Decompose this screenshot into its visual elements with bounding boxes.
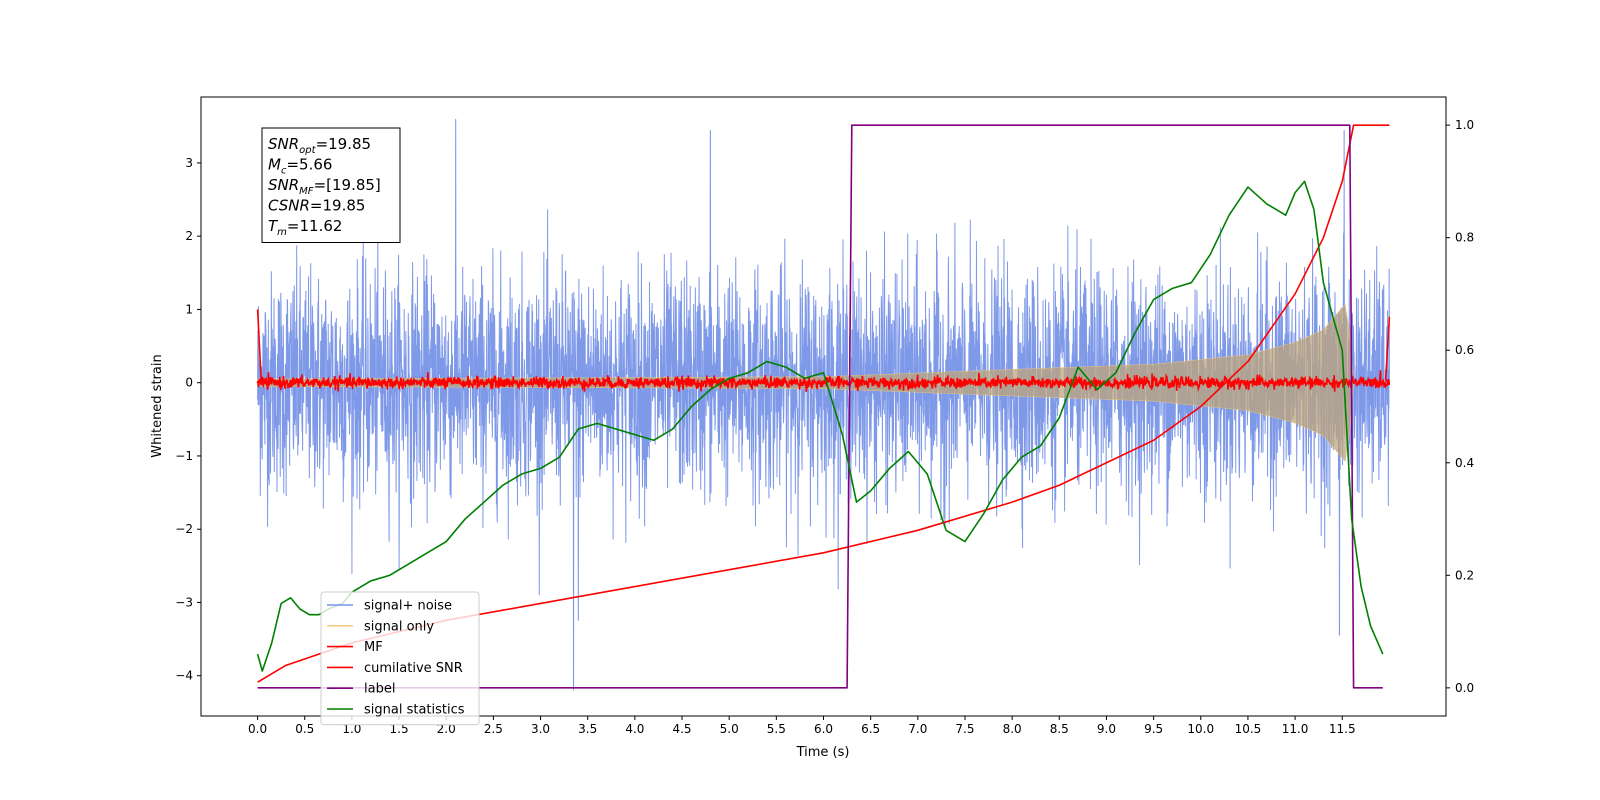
x-tick-label: 1.0 <box>342 722 361 736</box>
y-tick-label: −4 <box>175 669 193 683</box>
x-tick-label: 11.0 <box>1282 722 1309 736</box>
annotation-line: CSNR=19.85 <box>268 197 365 215</box>
x-tick-label: 5.0 <box>720 722 739 736</box>
legend-entry: MF <box>327 640 383 655</box>
legend-entry: label <box>327 682 395 697</box>
y-tick-label: 2 <box>185 229 193 243</box>
x-tick-label: 7.5 <box>955 722 974 736</box>
x-tick-label: 11.5 <box>1329 722 1356 736</box>
annotation-line: SNRopt=19.85 <box>268 135 371 156</box>
series-mf <box>256 309 1391 392</box>
legend-entry: signal+ noise <box>327 599 452 614</box>
annotation-frame <box>261 127 401 243</box>
x-tick-label: 6.5 <box>861 722 880 736</box>
y2-tick-label: 0.8 <box>1455 231 1474 245</box>
y2-tick-label: 0.2 <box>1455 568 1474 582</box>
x-tick-label: 8.5 <box>1050 722 1069 736</box>
annotation-line: Mc=5.66 <box>268 156 332 177</box>
x-tick-label: 2.5 <box>484 722 503 736</box>
x-tick-label: 9.0 <box>1097 722 1116 736</box>
legend-label: signal+ noise <box>364 599 452 614</box>
x-tick-label: 3.0 <box>531 722 550 736</box>
y-tick-label: 0 <box>185 376 193 390</box>
x-tick-label: 8.0 <box>1003 722 1022 736</box>
x-tick-label: 3.5 <box>578 722 597 736</box>
x-tick-label: 6.0 <box>814 722 833 736</box>
legend-label: MF <box>364 640 383 655</box>
legend-entry: cumilative SNR <box>327 661 463 676</box>
legend-label: signal statistics <box>364 703 465 718</box>
legend-frame <box>320 591 480 726</box>
legend-entry: signal statistics <box>327 703 465 718</box>
x-tick-label: 10.0 <box>1187 722 1214 736</box>
annotation-line: SNRMF=[19.85] <box>268 176 381 197</box>
series-label <box>257 124 1383 689</box>
x-tick-label: 1.5 <box>390 722 409 736</box>
legend-label: signal only <box>364 619 434 634</box>
x-tick-label: 9.5 <box>1144 722 1163 736</box>
x-tick-label: 0.0 <box>248 722 267 736</box>
annotation-line: Tm=11.62 <box>268 217 342 238</box>
y2-tick-label: 1.0 <box>1455 118 1474 132</box>
y-tick-label: −1 <box>175 449 193 463</box>
y2-tick-label: 0.0 <box>1455 681 1474 695</box>
y2-tick-label: 0.6 <box>1455 343 1474 357</box>
legend-label: label <box>364 682 395 697</box>
y-tick-label: 1 <box>185 302 193 316</box>
x-tick-label: 7.0 <box>908 722 927 736</box>
x-tick-label: 4.5 <box>672 722 691 736</box>
y-axis-label: Whitened strain <box>150 354 165 457</box>
y2-tick-label: 0.4 <box>1455 456 1474 470</box>
y-tick-label: −2 <box>175 522 193 536</box>
y-tick-label: 3 <box>185 156 193 170</box>
legend-label: cumilative SNR <box>364 661 463 676</box>
legend: signal+ noise signal only MF cumilative SNR… <box>320 591 480 726</box>
y-axis-left: −4 −3 −2 −1 0 1 2 3 <box>175 156 201 683</box>
x-tick-label: 5.5 <box>767 722 786 736</box>
x-axis: 0.0 0.5 1.0 1.5 2.0 2.5 3.0 3.5 4.0 4.5 5.0 5.5 6.0 6… <box>248 716 1356 736</box>
y-axis-right: 0.0 0.2 0.4 0.6 0.8 1.0 <box>1446 118 1474 695</box>
x-tick-label: 10.5 <box>1235 722 1262 736</box>
x-tick-label: 0.5 <box>295 722 314 736</box>
x-tick-label: 2.0 <box>437 722 456 736</box>
y-tick-label: −3 <box>175 595 193 609</box>
annotation-box: SNRopt=19.85Mc=5.66SNRMF=[19.85]CSNR=19.… <box>261 127 401 243</box>
series-signal-statistics <box>256 180 1384 672</box>
x-axis-label: Time (s) <box>796 745 850 760</box>
x-tick-label: 4.0 <box>625 722 644 736</box>
legend-entry: signal only <box>327 619 434 634</box>
